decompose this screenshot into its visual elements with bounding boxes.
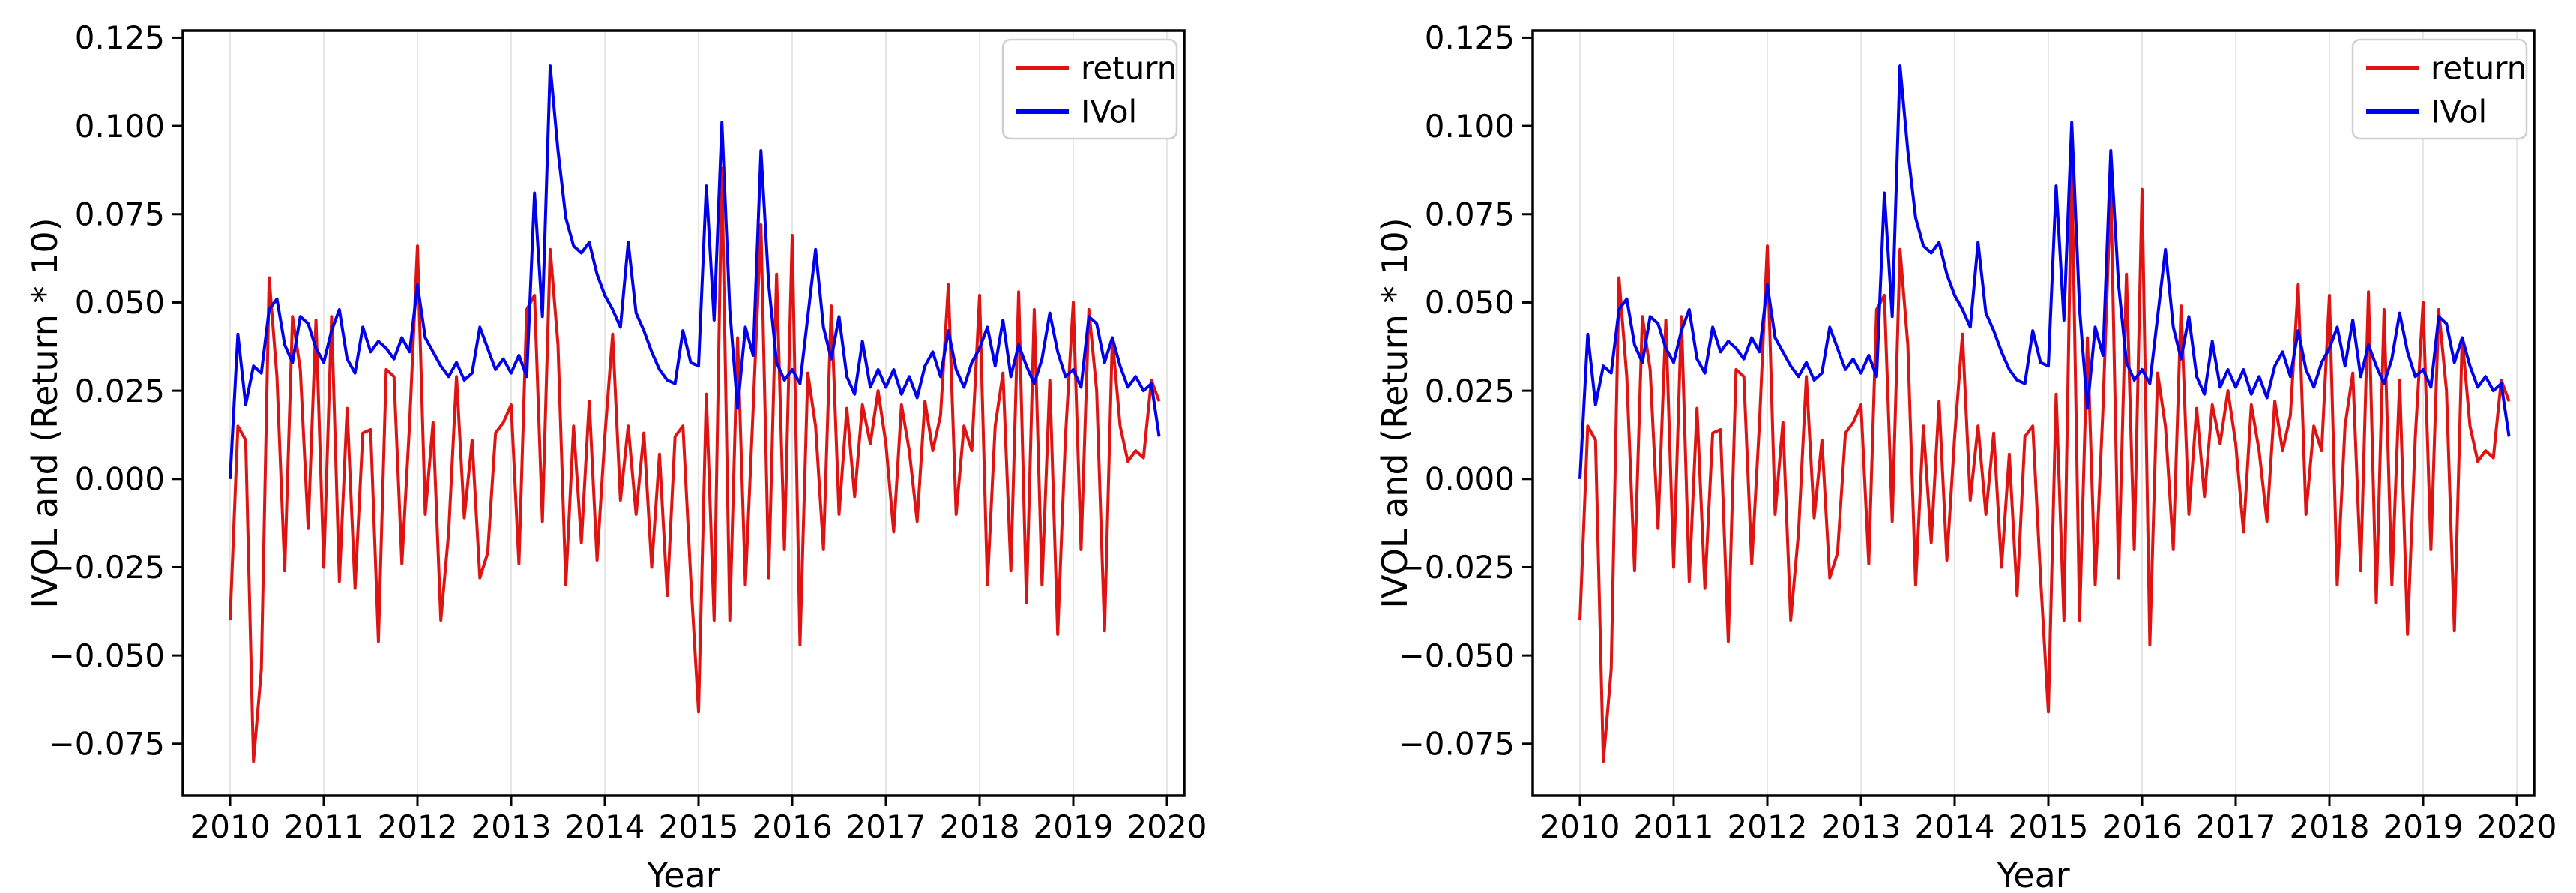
x-tick-label: 2015 xyxy=(659,808,739,845)
return-line xyxy=(1578,160,2511,763)
x-axis-label: Year xyxy=(646,855,720,893)
y-tick-label: 0.100 xyxy=(1425,108,1515,145)
x-tick-label: 2016 xyxy=(752,808,833,845)
x-axis-ticks: 2010 2011 2012 2013 2014 2015 2016 2017 2018 2019… xyxy=(190,796,1207,845)
subplot-right: 2010 2011 2012 2013 2014 2015 2016 2017 2018 2019… xyxy=(1375,19,2557,893)
y-tick-label: −0.050 xyxy=(1399,637,1515,674)
x-tick-label: 2020 xyxy=(1127,808,1207,845)
ivol-line xyxy=(1578,64,2511,479)
legend-label-ivol: IVol xyxy=(2431,94,2487,130)
y-axis-label: IVOL and (Return * 10) xyxy=(1375,217,1415,608)
x-gridlines xyxy=(229,31,1168,796)
y-tick-label: 0.025 xyxy=(75,373,165,409)
y-tick-label: −0.025 xyxy=(49,549,165,586)
y-tick-label: −0.025 xyxy=(1399,549,1515,586)
y-tick-label: 0.050 xyxy=(1425,284,1515,321)
x-tick-label: 2012 xyxy=(378,808,458,845)
x-tick-label: 2019 xyxy=(2383,808,2464,845)
y-tick-label: −0.075 xyxy=(49,726,165,763)
ivol-line xyxy=(229,64,1161,479)
y-axis-label: IVOL and (Return * 10) xyxy=(25,217,65,608)
y-axis-ticks: 0.125 0.100 0.075 0.050 0.025 0.000 −0.025 −0.0… xyxy=(49,19,183,763)
legend-label-ivol: IVol xyxy=(1081,94,1137,130)
x-axis-ticks: 2010 2011 2012 2013 2014 2015 2016 2017 2018 2019… xyxy=(1540,796,2557,845)
y-tick-label: 0.100 xyxy=(75,108,165,145)
return-line xyxy=(229,166,1161,763)
axes-box xyxy=(1531,29,2536,797)
x-tick-label: 2012 xyxy=(1728,808,1808,845)
x-tick-label: 2013 xyxy=(1821,808,1901,845)
legend: return IVol xyxy=(1001,38,1178,140)
y-tick-label: 0.075 xyxy=(75,196,165,232)
y-tick-label: 0.025 xyxy=(1425,373,1515,409)
x-tick-label: 2011 xyxy=(1634,808,1714,845)
x-tick-label: 2014 xyxy=(1915,808,1995,845)
y-tick-label: 0.050 xyxy=(75,284,165,321)
legend-label-return: return xyxy=(2431,50,2527,87)
y-tick-label: 0.075 xyxy=(1425,196,1515,232)
y-tick-label: −0.050 xyxy=(49,637,165,674)
y-axis-ticks: 0.125 0.100 0.075 0.050 0.025 0.000 −0.025 −0.0… xyxy=(1399,19,1533,763)
legend-entry-return: return xyxy=(2366,50,2527,87)
legend: return IVol xyxy=(2351,38,2528,140)
x-tick-label: 2014 xyxy=(565,808,645,845)
x-tick-label: 2011 xyxy=(284,808,364,845)
x-gridlines xyxy=(1579,31,2518,796)
x-tick-label: 2020 xyxy=(2477,808,2557,845)
x-tick-label: 2018 xyxy=(2290,808,2370,845)
y-tick-label: −0.075 xyxy=(1399,726,1515,763)
legend-entry-ivol: IVol xyxy=(2366,94,2487,130)
y-tick-label: 0.000 xyxy=(1425,460,1515,497)
x-axis-label: Year xyxy=(1996,855,2069,893)
x-tick-label: 2018 xyxy=(940,808,1020,845)
x-tick-label: 2019 xyxy=(1034,808,1114,845)
legend-entry-ivol: IVol xyxy=(1016,94,1137,130)
x-tick-label: 2010 xyxy=(1540,808,1620,845)
y-tick-label: 0.125 xyxy=(75,19,165,56)
x-tick-label: 2015 xyxy=(2009,808,2089,845)
legend-label-return: return xyxy=(1081,50,1177,87)
y-tick-label: 0.000 xyxy=(75,460,165,497)
x-tick-label: 2016 xyxy=(2102,808,2183,845)
x-tick-label: 2010 xyxy=(190,808,271,845)
x-tick-label: 2017 xyxy=(846,808,926,845)
x-tick-label: 2017 xyxy=(2196,808,2276,845)
legend-entry-return: return xyxy=(1016,50,1177,87)
subplot-left: 2010 2011 2012 2013 2014 2015 2016 2017 2018 2019… xyxy=(25,19,1207,893)
axes-box xyxy=(181,29,1186,797)
y-tick-label: 0.125 xyxy=(1425,19,1515,56)
x-tick-label: 2013 xyxy=(471,808,552,845)
